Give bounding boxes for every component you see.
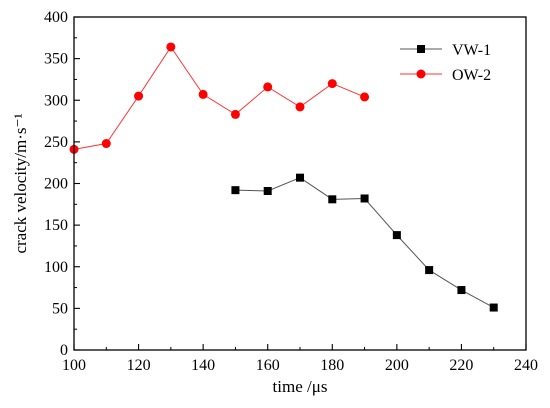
y-tick-label: 0 — [60, 342, 68, 359]
y-tick-label: 100 — [44, 259, 68, 276]
data-point-ow-2 — [295, 102, 305, 112]
series-line-ow-2 — [73, 46, 365, 150]
y-tick-label: 200 — [44, 176, 68, 193]
data-point-ow-2 — [134, 91, 144, 101]
data-point-vw-1 — [425, 266, 434, 275]
data-point-ow-2 — [198, 89, 208, 99]
ticks-layer: 100 120 140 160 180 200 220 240 0 50 100 150 200 250 3… — [44, 9, 538, 374]
data-point-vw-1 — [296, 173, 304, 182]
y-tick-label: 250 — [44, 134, 68, 151]
data-point-ow-2 — [360, 92, 370, 102]
data-point-ow-2 — [263, 82, 273, 92]
series-ow-2 — [69, 42, 370, 154]
plot-frame — [73, 16, 527, 351]
x-tick-label: 140 — [191, 357, 215, 374]
y-tick-label: 350 — [44, 51, 68, 68]
data-point-ow-2 — [101, 139, 111, 149]
y-tick-label: 300 — [44, 92, 68, 109]
data-point-vw-1 — [231, 186, 240, 195]
data-point-ow-2 — [327, 79, 337, 89]
x-tick-label: 240 — [514, 357, 538, 374]
data-point-vw-1 — [328, 195, 337, 204]
x-tick-label: 120 — [127, 357, 151, 374]
x-tick-label: 100 — [62, 357, 86, 374]
legend-label: VW-1 — [452, 42, 491, 59]
data-point-ow-2 — [166, 42, 176, 52]
y-tick-label: 50 — [52, 300, 68, 317]
legend-label: OW-2 — [452, 67, 491, 84]
data-point-vw-1 — [360, 194, 369, 203]
x-tick-label: 200 — [385, 357, 409, 374]
series-layer — [69, 42, 498, 312]
data-point-vw-1 — [457, 286, 466, 295]
legend: VW-1 OW-2 — [400, 42, 491, 84]
legend-item-ow-2: OW-2 — [400, 67, 491, 84]
y-tick-label: 150 — [44, 217, 68, 234]
data-point-vw-1 — [489, 303, 498, 312]
y-tick-label: 400 — [44, 9, 68, 26]
series-vw-1 — [231, 173, 498, 312]
x-tick-label: 220 — [449, 357, 473, 374]
x-axis-label: time /μs — [273, 377, 328, 396]
legend-marker — [417, 45, 425, 53]
legend-marker — [416, 69, 426, 79]
x-tick-label: 160 — [256, 357, 280, 374]
data-point-vw-1 — [392, 231, 401, 240]
legend-item-vw-1: VW-1 — [400, 42, 491, 59]
data-point-vw-1 — [263, 186, 272, 195]
x-tick-label: 180 — [320, 357, 344, 374]
y-axis-label: crack velocity/m·s⁻¹ — [11, 113, 30, 253]
data-point-ow-2 — [230, 109, 240, 119]
